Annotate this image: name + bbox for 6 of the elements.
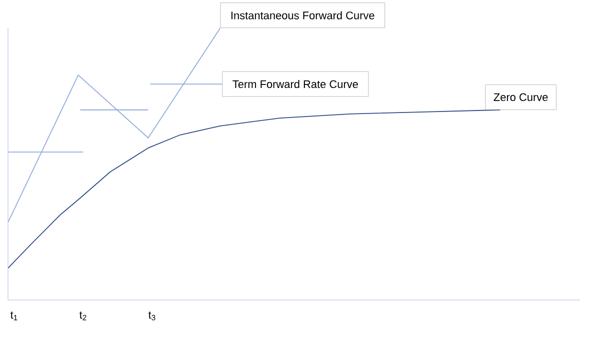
x-tick-label: t$_{2}$: [79, 312, 86, 320]
annotation: Instantaneous Forward Curve: [231, 11, 374, 20]
annotation: Zero Curve: [494, 93, 548, 102]
annotation: Term Forward Rate Curve: [232, 80, 358, 88]
x-tick-label: t$_{1}$: [10, 312, 18, 320]
x-tick-label: t$_{3}$: [148, 312, 156, 320]
